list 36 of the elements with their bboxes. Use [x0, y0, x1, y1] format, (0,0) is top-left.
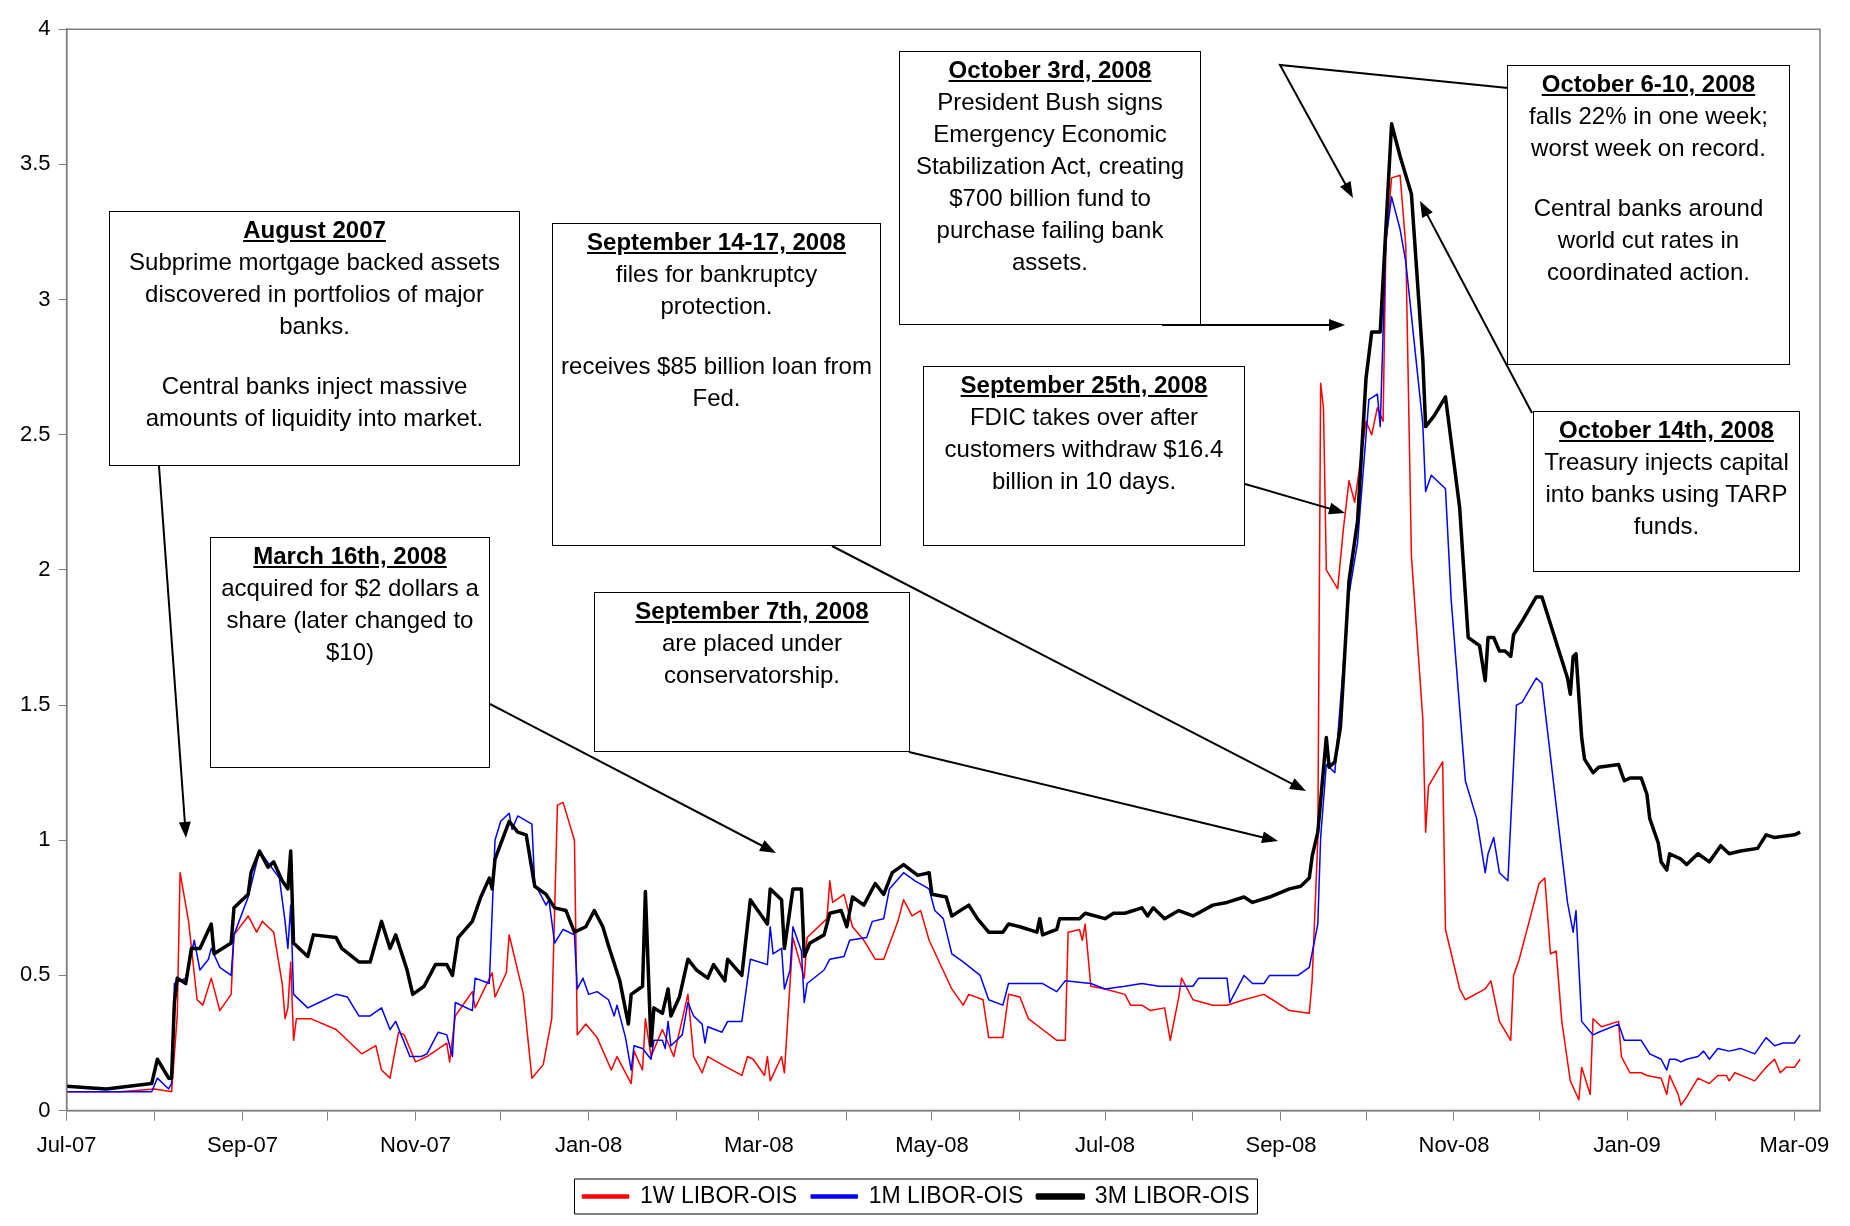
- callout-box: August 2007 Subprime mortgage backed assets discovered in portfolios of major banks. Central banks inject massive amounts of liquidity into market.: [109, 211, 520, 466]
- x-tick-label: Mar-09: [1759, 1131, 1830, 1157]
- y-tick-label: 1: [38, 826, 51, 852]
- callout-box: September 7th, 2008 are placed under conservatorship.: [594, 592, 910, 752]
- y-tick-label: 3.5: [19, 150, 51, 176]
- x-tick-label: Jul-07: [36, 1131, 97, 1157]
- callout-box: October 6-10, 2008 falls 22% in one week; worst week on record. Central banks around world cut rates in coordinated action.: [1507, 65, 1790, 365]
- y-tick-label: 1.5: [19, 691, 51, 717]
- x-tick-label: Sep-08: [1245, 1131, 1317, 1157]
- x-tick-label: Nov-08: [1418, 1131, 1490, 1157]
- x-tick-label: Jan-08: [555, 1131, 623, 1157]
- x-tick-label: Mar-08: [724, 1131, 794, 1157]
- annotation: March 16th, 2008 acquired for $2 dollars a share (later changed to $10): [220, 541, 480, 667]
- legend-label: 3M LIBOR-OIS: [1094, 1181, 1250, 1208]
- callout-box: March 16th, 2008 acquired for $2 dollars a share (later changed to $10): [210, 537, 490, 768]
- legend-label: 1W LIBOR-OIS: [640, 1181, 798, 1208]
- y-tick-label: 2: [38, 555, 51, 581]
- y-tick-label: 0.5: [19, 961, 51, 987]
- callout-box: October 14th, 2008 Treasury injects capital into banks using TARP funds.: [1533, 411, 1800, 572]
- annotation: September 7th, 2008 are placed under conservatorship.: [634, 596, 870, 690]
- annotation: October 14th, 2008 Treasury injects capital into banks using TARP funds.: [1543, 415, 1790, 541]
- x-tick-label: Sep-07: [207, 1131, 278, 1157]
- x-tick-label: Nov-07: [380, 1131, 452, 1157]
- annotation: September 25th, 2008 FDIC takes over after customers withdraw $16.4 billion in 10 days.: [943, 370, 1225, 496]
- y-tick-label: 0: [38, 1096, 51, 1122]
- callout-box: September 14-17, 2008 files for bankruptcy protection. receives $85 billion loan from Fed.: [552, 223, 881, 546]
- y-tick-label: 2.5: [19, 420, 51, 446]
- annotation: October 3rd, 2008 President Bush signs Emergency Economic Stabilization Act, creating $700 billion fund to purchase failing bank assets.: [914, 55, 1186, 277]
- y-tick-label: 3: [38, 285, 51, 311]
- x-tick-label: Jul-08: [1075, 1131, 1135, 1157]
- legend-label: 1M LIBOR-OIS: [868, 1181, 1024, 1208]
- x-tick-label: May-08: [895, 1131, 969, 1157]
- x-tick-label: Jan-09: [1593, 1131, 1661, 1157]
- callout-box: September 25th, 2008 FDIC takes over after customers withdraw $16.4 billion in 10 days.: [923, 366, 1245, 546]
- y-tick-label: 4: [38, 15, 51, 41]
- callout-box: October 3rd, 2008 President Bush signs Emergency Economic Stabilization Act, creating $700 billion fund to purchase failing bank assets.: [899, 51, 1201, 325]
